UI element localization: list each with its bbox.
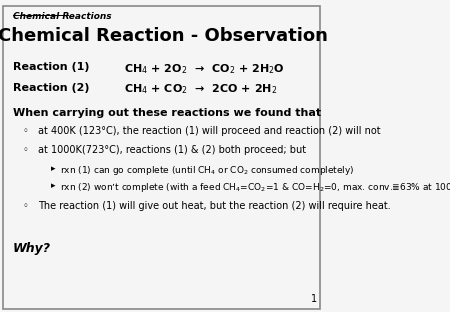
Text: at 1000K(723°C), reactions (1) & (2) both proceed; but: at 1000K(723°C), reactions (1) & (2) bot…	[37, 145, 306, 155]
Text: CH$_4$ + 2O$_2$  →  CO$_2$ + 2H$_2$O: CH$_4$ + 2O$_2$ → CO$_2$ + 2H$_2$O	[124, 62, 285, 76]
Text: 1: 1	[310, 294, 317, 304]
Text: ▸: ▸	[50, 164, 55, 173]
Text: ◦: ◦	[23, 201, 29, 211]
Text: CH$_4$ + CO$_2$  →  2CO + 2H$_2$: CH$_4$ + CO$_2$ → 2CO + 2H$_2$	[124, 83, 278, 96]
Text: ▸: ▸	[50, 181, 55, 190]
Text: The reaction (1) will give out heat, but the reaction (2) will require heat.: The reaction (1) will give out heat, but…	[37, 201, 390, 211]
FancyBboxPatch shape	[3, 6, 320, 309]
Text: Why?: Why?	[13, 242, 51, 255]
Text: rxn (2) won’t complete (with a feed CH$_4$=CO$_2$=1 & CO=H$_2$=0, max. conv.≣63%: rxn (2) won’t complete (with a feed CH$_…	[60, 181, 450, 194]
Text: ◦: ◦	[23, 145, 29, 155]
Text: at 400K (123°C), the reaction (1) will proceed and reaction (2) will not: at 400K (123°C), the reaction (1) will p…	[37, 126, 380, 136]
Text: Chemical Reactions: Chemical Reactions	[13, 12, 112, 22]
Text: ◦: ◦	[23, 126, 29, 136]
Text: rxn (1) can go complete (until CH$_4$ or CO$_2$ consumed completely): rxn (1) can go complete (until CH$_4$ or…	[60, 164, 355, 177]
Text: Reaction (1): Reaction (1)	[13, 62, 90, 72]
Text: Chemical Reaction - Observation: Chemical Reaction - Observation	[0, 27, 328, 45]
Text: When carrying out these reactions we found that: When carrying out these reactions we fou…	[13, 108, 321, 118]
Text: Reaction (2): Reaction (2)	[13, 83, 90, 93]
